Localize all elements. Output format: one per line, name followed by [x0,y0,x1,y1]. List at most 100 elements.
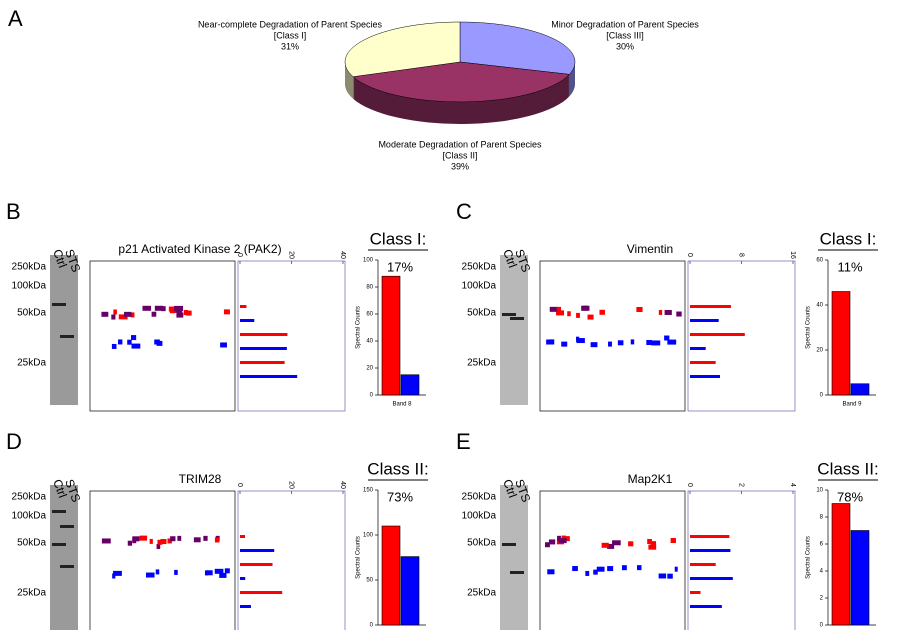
gel-marker: 250kDa [462,492,497,503]
peptide [118,339,123,345]
peptide [167,538,172,544]
peptide [628,541,634,547]
spectral-bar [690,549,731,552]
panel-title: p21 Activated Kinase 2 (PAK2) [118,242,281,256]
gel-lane-label: Ctrl [500,477,520,499]
gel-marker: 25kDa [17,588,46,599]
spectral-bar [690,563,716,566]
class-label: Class I: [820,229,877,248]
peptide [567,311,571,317]
bar [381,525,401,626]
peptide [648,544,657,550]
y-tick-label: 4 [820,569,824,575]
gel-band [510,571,524,574]
pie-label: [Class I] [274,30,307,40]
peptide [214,537,220,543]
annotation: 78% [837,489,863,504]
pie-value-label: 39% [451,161,469,171]
gel-lane-label: Ctrl [50,477,70,499]
spectral-tick-label: 0 [686,483,693,487]
bar [400,556,420,626]
x-tick-label: Band 9 [842,402,862,408]
peptide [593,569,598,575]
gel [500,255,528,405]
pie-label: [Class II] [442,150,477,160]
peptide [220,342,227,348]
peptide [112,573,116,579]
peptide [206,570,213,576]
peptide [111,314,116,320]
y-axis-label: Spectral Counts [356,306,362,349]
peptide [156,544,161,550]
peptide [561,341,568,347]
spectral-bar [240,577,246,580]
gel-band [60,335,74,338]
peptide [664,335,670,341]
peptide [151,311,157,317]
pie-value-label: 31% [281,41,299,51]
spectral-bar [690,361,716,364]
spectral-bar [690,347,706,350]
peptide [621,565,627,571]
peptide [617,340,624,346]
y-tick-label: 60 [366,312,373,318]
spectral-bar [240,563,273,566]
peptide [174,305,184,311]
y-tick-label: 100 [363,258,374,264]
gel-marker: 100kDa [462,281,497,292]
pie-slice [352,61,570,103]
gel-marker: 50kDa [467,308,496,319]
peptide [676,311,682,317]
spectral-tick-label: 40 [339,251,346,259]
peptide [170,536,176,542]
annotation: 73% [387,489,413,504]
peptide [549,306,557,312]
spectral-bar [690,305,731,308]
peptide [149,538,153,544]
bar [850,383,870,396]
class-label: Class II: [367,459,428,478]
spectral-tick-label: 20 [288,251,295,259]
spectral-tick-label: 16 [789,251,796,259]
y-tick-label: 0 [820,623,824,629]
peptide [177,535,182,541]
pie-slice [459,21,576,75]
spectral-tick-label: 4 [789,483,796,487]
pie-label: Moderate Degradation of Parent Species [378,139,542,149]
gel-marker: 100kDa [12,281,47,292]
y-tick-label: 6 [820,542,824,548]
peptide [607,543,615,549]
spectral-tick-label: 8 [738,253,745,257]
panel-label: C [456,199,472,224]
peptide [545,542,550,548]
peptide [127,540,133,546]
peptide [670,538,676,544]
class-label: Class I: [370,229,427,248]
peptide [142,305,152,311]
gel-band [52,510,66,513]
y-tick-label: 0 [370,393,374,399]
y-axis-label: Spectral Counts [806,536,812,579]
peptide [169,308,176,314]
peptide [596,566,605,572]
y-axis-label: Spectral Counts [356,536,362,579]
peptide [155,569,160,575]
peptide [124,311,132,317]
peptide [113,309,117,315]
y-tick-label: 40 [366,339,373,345]
peptide [160,539,167,545]
peptide [561,535,567,541]
spectral-bar [240,591,283,594]
peptide [556,306,562,312]
bar [400,374,420,396]
gel-marker: 100kDa [12,511,47,522]
spectral-bar [240,319,255,322]
peptide [585,570,590,576]
gel-marker: 250kDa [12,262,47,273]
bar [850,530,870,626]
peptide [139,535,148,541]
panel-title: Map2K1 [628,472,673,486]
gel-marker: 25kDa [467,588,496,599]
peptide [146,572,155,578]
